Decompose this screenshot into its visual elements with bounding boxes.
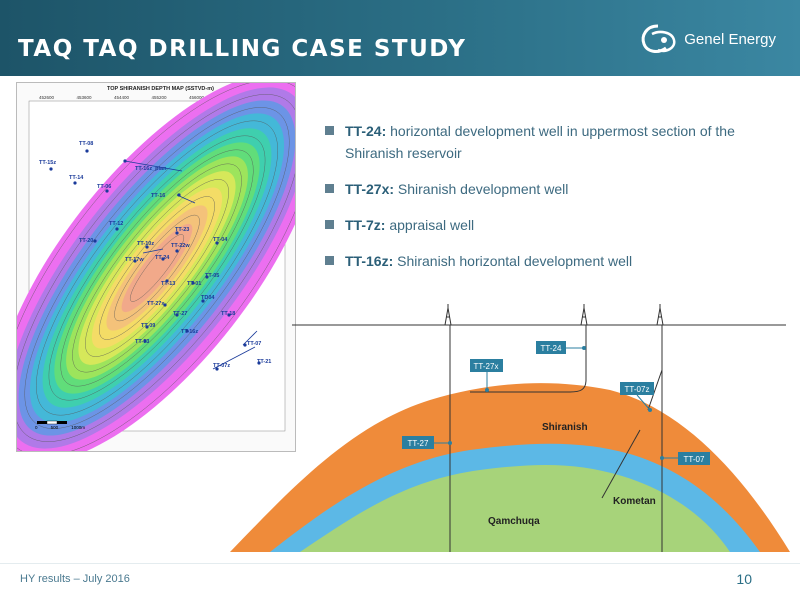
well-label: TT-23 xyxy=(175,227,190,233)
well-label: TT-15z xyxy=(39,160,57,166)
well-label: TT-27x xyxy=(147,301,165,307)
header-bar: TAQ TAQ DRILLING CASE STUDY Genel Energy xyxy=(0,0,800,76)
page-number: 10 xyxy=(736,571,752,587)
well-label-tt24: TT-24 xyxy=(541,344,562,353)
company-logo: Genel Energy xyxy=(638,22,776,56)
well-label: TT-03 xyxy=(135,339,150,345)
well-label: TT-17w xyxy=(125,257,144,263)
well-label-boxes xyxy=(402,341,710,465)
well-label-tt27: TT-27 xyxy=(408,439,429,448)
well-label: TT-14 xyxy=(69,175,84,181)
depth-map-contours xyxy=(17,83,295,451)
well-label: TT-07 xyxy=(247,341,262,347)
well-label: TT-21 xyxy=(257,359,272,365)
footer-divider xyxy=(0,563,800,564)
formation-qamchuqa: Qamchuqa xyxy=(488,516,540,527)
well-label: TT-16z xyxy=(181,329,199,335)
map-title: TOP SHIRANISH DEPTH MAP (SSTVD-m) xyxy=(107,86,214,92)
well-label: TT-13 xyxy=(161,281,176,287)
bullet-list: TT-24: horizontal development well in up… xyxy=(325,120,775,286)
depth-map: TOP SHIRANISH DEPTH MAP (SSTVD-m) 452600… xyxy=(16,82,296,452)
well-label-tt07z: TT-07z xyxy=(625,385,650,394)
page-title: TAQ TAQ DRILLING CASE STUDY xyxy=(18,36,467,62)
well-label: TT-06 xyxy=(97,184,112,190)
well-label: TT-16 xyxy=(151,193,166,199)
bullet-square-icon xyxy=(325,184,334,193)
well-label: TT-10z xyxy=(137,241,155,247)
bullet-item: TT-24: horizontal development well in up… xyxy=(325,120,775,164)
logo-text: Genel Energy xyxy=(684,30,776,48)
well-label: TT-12 xyxy=(109,221,124,227)
well-label-tt07: TT-07 xyxy=(684,455,705,464)
well-label: TT-20 xyxy=(79,238,94,244)
bullet-square-icon xyxy=(325,220,334,229)
bullet-square-icon xyxy=(325,126,334,135)
map-scale-bar: 0 500 1000m xyxy=(35,425,85,430)
bullet-item: TT-7z: appraisal well xyxy=(325,214,775,236)
bullet-square-icon xyxy=(325,256,334,265)
well-label: TT-08 xyxy=(79,141,94,147)
well-label: TT-05 xyxy=(205,273,220,279)
formation-kometan: Kometan xyxy=(613,496,656,507)
well-label: TT-16z_plan xyxy=(135,166,167,172)
well-label: TT-07z xyxy=(213,363,231,369)
well-label: TT-18 xyxy=(221,311,236,317)
well-label: TT-22w xyxy=(171,243,190,249)
genel-logo-icon xyxy=(642,24,676,53)
cross-section-diagram: TT-24 TT-27x TT-07z TT-27 TT-07 Shiranis… xyxy=(230,304,790,552)
well-label: TT-24 xyxy=(155,255,170,261)
well-label: TT-09 xyxy=(141,323,156,329)
well-label: TT-01 xyxy=(187,281,202,287)
well-label: TT-27 xyxy=(173,311,188,317)
footer-text: HY results – July 2016 xyxy=(20,573,130,585)
bullet-item: TT-27x: Shiranish development well xyxy=(325,178,775,200)
well-labels: TT-08 TT-15z TT-14 TT-06 TT-16z_plan TT-… xyxy=(17,83,295,451)
well-label: TT-04 xyxy=(213,237,228,243)
well-label-tt27x: TT-27x xyxy=(474,362,499,371)
well-label: TD04 xyxy=(201,295,215,301)
formation-shiranish: Shiranish xyxy=(542,422,588,433)
bullet-item: TT-16z: Shiranish horizontal development… xyxy=(325,250,775,272)
